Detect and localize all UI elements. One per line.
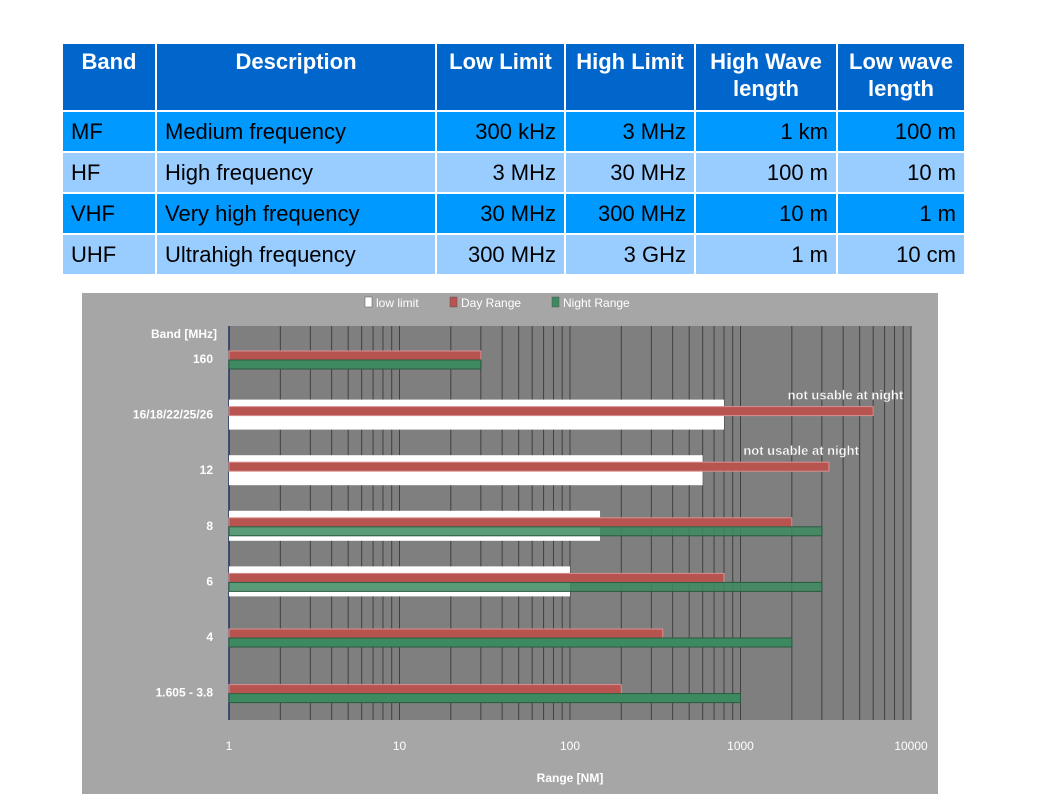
table-cell: MF	[61, 110, 157, 153]
bar-day-range	[228, 572, 725, 583]
bar-day-range	[228, 517, 793, 528]
bar-night-range	[228, 637, 793, 648]
bar-day-range	[228, 406, 874, 417]
header-low-wavelength: Low wave length	[836, 42, 966, 112]
table-cell: High frequency	[155, 151, 437, 194]
table-cell: 300 MHz	[564, 192, 696, 235]
x-axis-label: Range [NM]	[537, 771, 604, 785]
table-cell: 10 cm	[836, 233, 966, 276]
table-cell: VHF	[61, 192, 157, 235]
table-cell: UHF	[61, 233, 157, 276]
y-axis-label: Band [MHz]	[151, 327, 217, 341]
table-cell: 300 kHz	[435, 110, 566, 153]
legend-swatch	[551, 296, 560, 308]
category-label: 160	[193, 352, 213, 366]
x-tick-label: 10000	[894, 739, 928, 753]
table-cell: 30 MHz	[435, 192, 566, 235]
table-cell: 100 m	[836, 110, 966, 153]
category-label: 8	[206, 519, 213, 533]
table-cell: 1 m	[836, 192, 966, 235]
x-tick-label: 100	[560, 739, 580, 753]
x-tick-label: 10	[393, 739, 407, 753]
table-row: UHF Ultrahigh frequency 300 MHz 3 GHz 1 m 10 …	[61, 233, 966, 276]
category-label: 12	[200, 463, 214, 477]
table-row: MF Medium frequency 300 kHz 3 MHz 1 km 100 m	[61, 110, 966, 153]
annotation-not-usable: not usable at night	[743, 443, 859, 458]
header-band: Band	[61, 42, 157, 112]
category-label: 16/18/22/25/26	[133, 408, 213, 422]
frequency-band-table: Band Description Low Limit High Limit Hi…	[61, 42, 966, 276]
table-cell: Very high frequency	[155, 192, 437, 235]
bar-night-range	[228, 693, 741, 704]
table-header-row: Band Description Low Limit High Limit Hi…	[61, 42, 966, 112]
table-cell: 3 MHz	[435, 151, 566, 194]
category-label: 4	[206, 630, 213, 644]
bar-night-range	[228, 581, 823, 592]
legend-label: Night Range	[563, 296, 630, 310]
table-cell: 10 m	[694, 192, 838, 235]
table-cell: 1 m	[694, 233, 838, 276]
header-low-limit: Low Limit	[435, 42, 566, 112]
table-cell: 1 km	[694, 110, 838, 153]
range-chart: 1 10 100 1000 10000 Range [NM] Band [MHz] 160 16…	[82, 293, 938, 794]
x-tick-label: 1	[226, 739, 233, 753]
table-cell: HF	[61, 151, 157, 194]
bar-night-range	[228, 359, 482, 370]
table-cell: 30 MHz	[564, 151, 696, 194]
header-high-limit: High Limit	[564, 42, 696, 112]
header-high-wavelength: High Wave length	[694, 42, 838, 112]
table-cell: Medium frequency	[155, 110, 437, 153]
table-cell: Ultrahigh frequency	[155, 233, 437, 276]
bar-day-range	[228, 628, 664, 639]
bar-day-range	[228, 350, 482, 361]
table-cell: 300 MHz	[435, 233, 566, 276]
annotation-not-usable: not usable at night	[788, 388, 904, 403]
bar-day-range	[228, 461, 830, 472]
header-description: Description	[155, 42, 437, 112]
category-label: 1.605 - 3.8	[156, 686, 214, 700]
x-tick-label: 1000	[727, 739, 754, 753]
legend-label: Day Range	[461, 296, 521, 310]
table-cell: 100 m	[694, 151, 838, 194]
bar-night-range	[228, 526, 823, 537]
legend-swatch	[364, 296, 373, 308]
legend-swatch	[449, 296, 458, 308]
category-label: 6	[206, 574, 213, 588]
table-cell: 10 m	[836, 151, 966, 194]
bar-day-range	[228, 684, 622, 695]
table-cell: 3 MHz	[564, 110, 696, 153]
table-cell: 3 GHz	[564, 233, 696, 276]
table-row: HF High frequency 3 MHz 30 MHz 100 m 10 m	[61, 151, 966, 194]
legend-label: low limit	[376, 296, 419, 310]
